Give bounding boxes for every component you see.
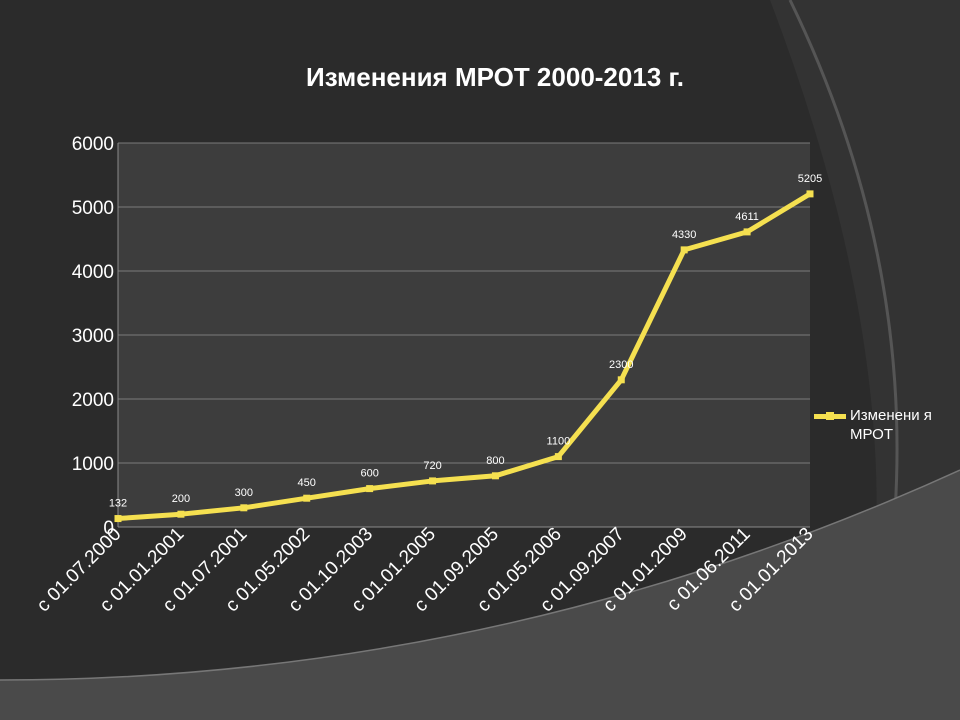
legend-marker [814, 412, 846, 420]
data-label: 200 [172, 493, 190, 505]
data-point [680, 246, 688, 254]
background-lower-wedge [0, 470, 960, 720]
data-point [617, 376, 625, 384]
data-label: 720 [423, 460, 441, 472]
y-tick-label: 2000 [72, 390, 114, 411]
legend-label: Изменени я МРОТ [850, 407, 932, 443]
data-labels: 132 200 300 450 600 720 800 1100 2300 4330 4611 520… [109, 173, 822, 510]
gridlines [118, 142, 810, 464]
data-point [806, 190, 814, 198]
data-label: 300 [235, 487, 253, 499]
y-tick-label: 4000 [72, 262, 114, 283]
data-point [303, 494, 311, 502]
data-point [114, 515, 122, 523]
data-label: 132 [109, 498, 127, 510]
data-label: 2300 [609, 359, 633, 371]
y-tick-label: 1000 [72, 454, 114, 475]
data-point [491, 472, 499, 480]
data-label: 1100 [547, 436, 571, 448]
data-label: 600 [360, 468, 378, 480]
data-point [240, 504, 248, 512]
data-point [366, 485, 374, 493]
data-label: 800 [486, 455, 504, 467]
data-label: 4611 [735, 211, 759, 223]
data-point [429, 477, 437, 485]
y-tick-label: 0 [103, 518, 114, 539]
data-label: 5205 [798, 173, 822, 185]
chart-title: Изменения МРОТ 2000-2013 г. [306, 62, 684, 92]
y-tick-label: 3000 [72, 326, 114, 347]
y-tick-label: 5000 [72, 198, 114, 219]
data-label: 4330 [672, 229, 696, 241]
y-axis-ticks: 0 1000 2000 3000 4000 5000 6000 [72, 134, 114, 539]
data-point [554, 453, 562, 461]
background-wedge-edge [0, 469, 960, 681]
series-mrot [114, 190, 814, 523]
y-tick-label: 6000 [72, 134, 114, 155]
series-line [117, 191, 812, 522]
data-label: 450 [298, 477, 316, 489]
data-point [177, 510, 185, 518]
data-point [743, 228, 751, 236]
